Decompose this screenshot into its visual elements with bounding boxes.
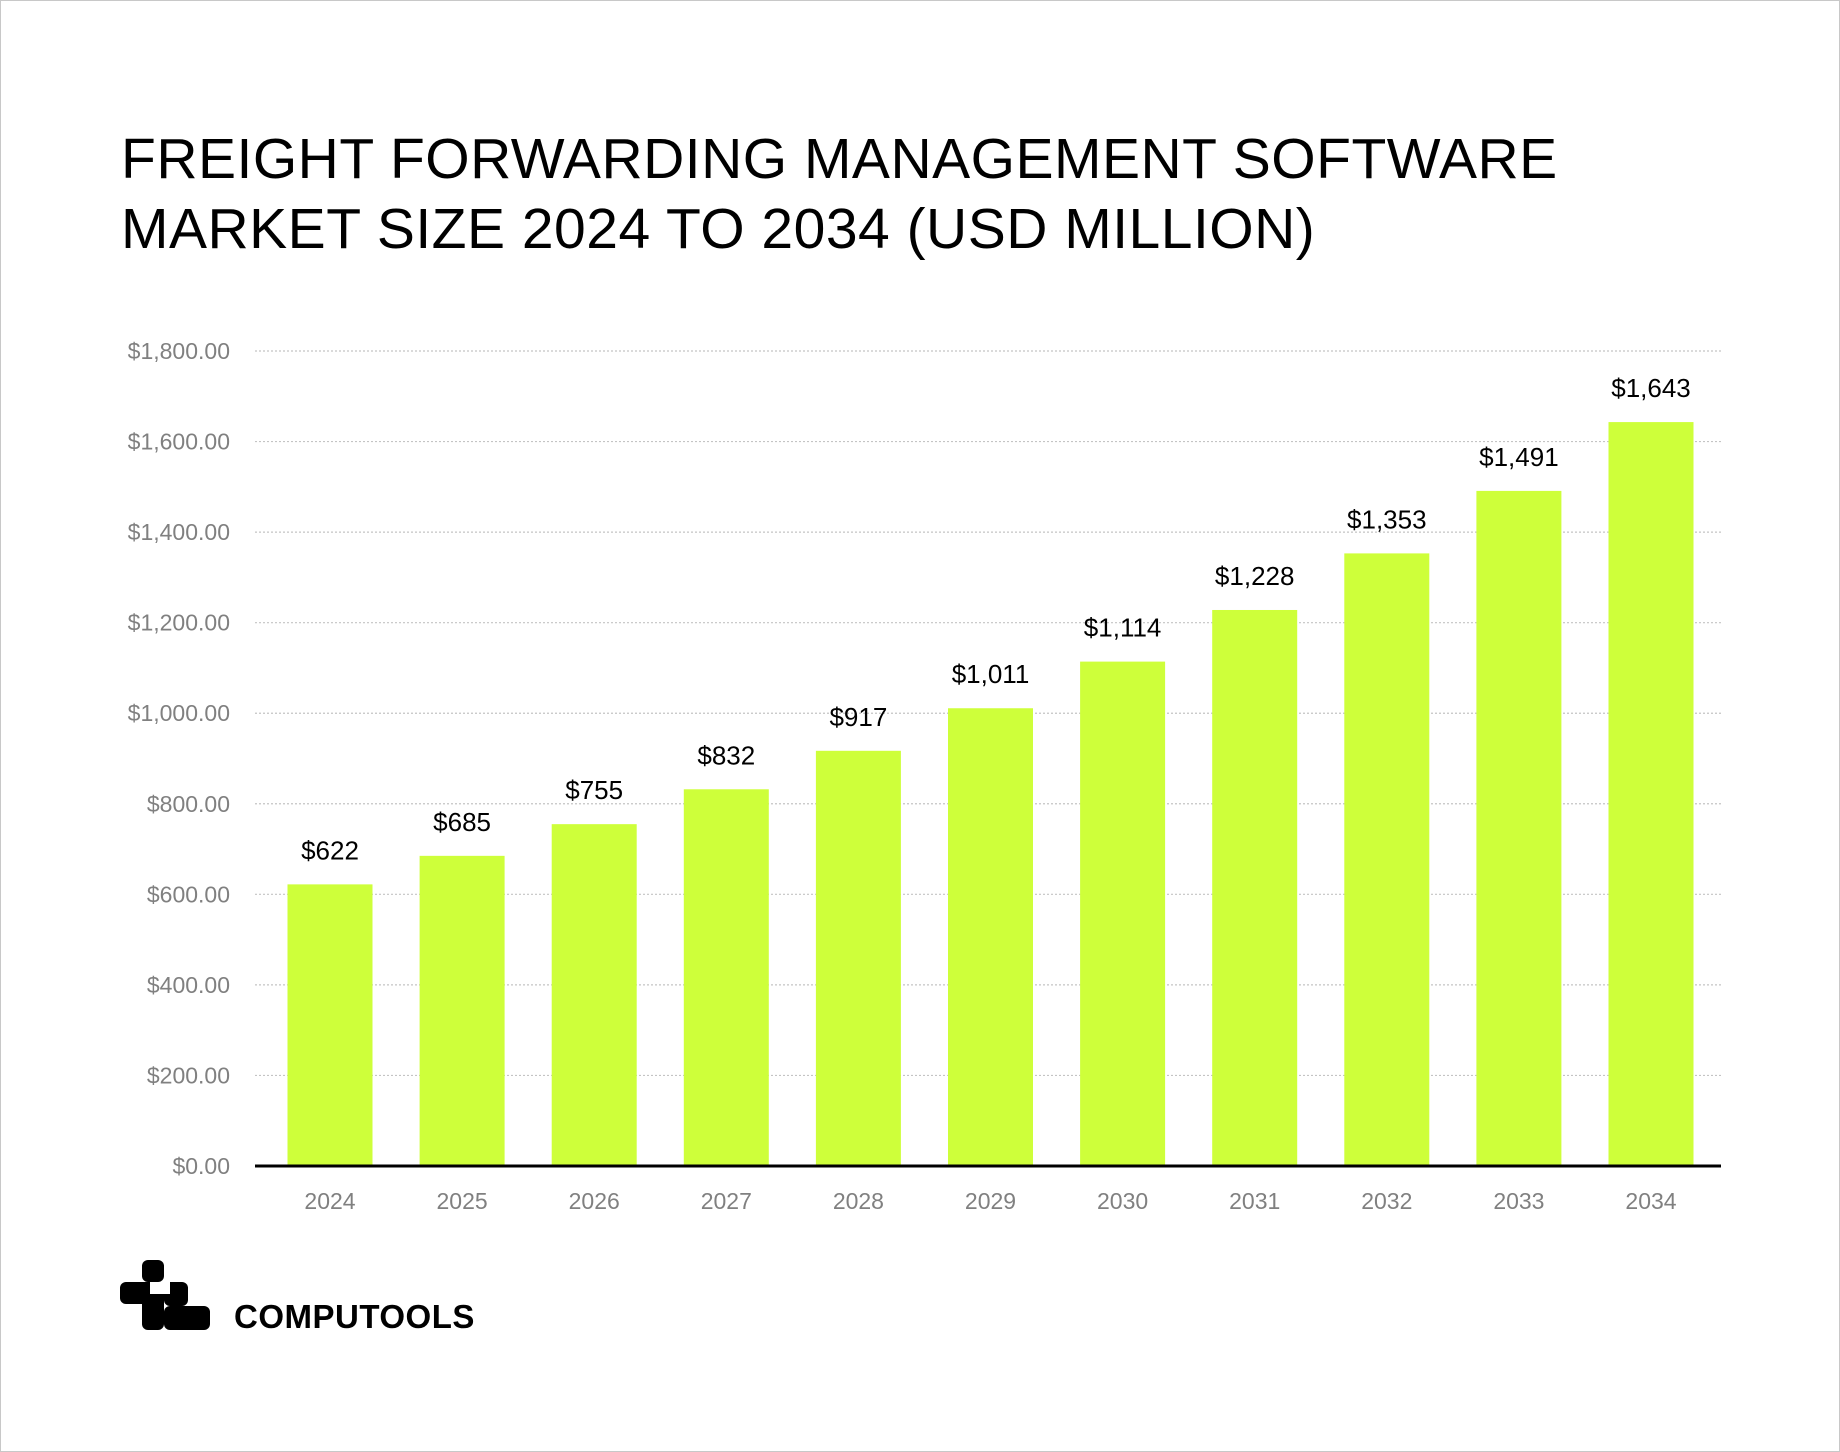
data-label: $755 [565,775,623,805]
y-tick-label: $0.00 [172,1153,230,1179]
bar [1476,490,1562,1166]
x-tick-label: 2031 [1229,1188,1280,1214]
data-label: $1,228 [1215,561,1295,591]
x-tick-label: 2026 [569,1188,620,1214]
title-line-1: FREIGHT FORWARDING MANAGEMENT SOFTWARE [121,127,1558,191]
x-tick-label: 2029 [965,1188,1016,1214]
bar [287,884,373,1166]
data-label: $1,643 [1611,373,1691,403]
bar [551,824,637,1166]
data-label: $917 [829,702,887,732]
title-line-2: MARKET SIZE 2024 TO 2034 (USD MILLION) [121,197,1316,261]
x-tick-label: 2027 [701,1188,752,1214]
data-label: $832 [697,740,755,770]
bar [1212,609,1298,1166]
bar [815,750,901,1166]
x-tick-label: 2034 [1625,1188,1676,1214]
data-label: $1,114 [1084,613,1162,643]
bar [1608,422,1694,1166]
y-tick-label: $1,400.00 [128,519,230,545]
x-tick-label: 2024 [304,1188,355,1214]
y-tick-label: $200.00 [147,1062,230,1088]
bar [1080,661,1166,1166]
bar [1344,553,1430,1166]
y-tick-label: $1,600.00 [128,429,230,455]
computools-logo-icon [120,1260,210,1330]
bar [948,708,1033,1166]
y-tick-label: $1,200.00 [128,610,230,636]
bar [683,789,769,1166]
brand-name: COMPUTOOLS [234,1298,475,1335]
x-tick-label: 2025 [437,1188,488,1214]
data-label: $1,011 [952,659,1030,689]
y-tick-label: $800.00 [147,791,230,817]
bar [419,855,505,1166]
y-tick-label: $1,800.00 [128,338,230,364]
data-label: $1,353 [1347,504,1427,534]
x-tick-label: 2032 [1361,1188,1412,1214]
y-tick-label: $1,000.00 [128,700,230,726]
data-label: $1,491 [1479,442,1559,472]
x-tick-label: 2033 [1493,1188,1544,1214]
data-label: $622 [301,835,359,865]
y-tick-label: $600.00 [147,881,230,907]
data-label: $685 [433,807,491,837]
x-tick-label: 2028 [833,1188,884,1214]
y-tick-label: $400.00 [147,972,230,998]
x-tick-label: 2030 [1097,1188,1148,1214]
chart-title: FREIGHT FORWARDING MANAGEMENT SOFTWARE M… [121,124,1558,264]
